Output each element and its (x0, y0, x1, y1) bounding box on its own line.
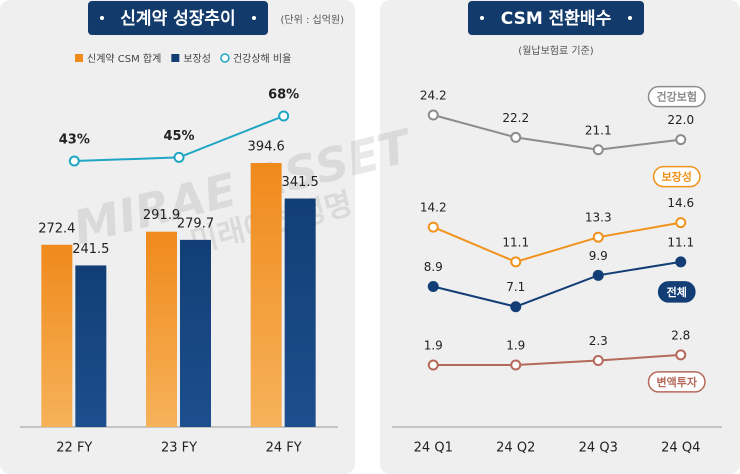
line (432, 221, 681, 263)
point (675, 256, 687, 268)
legend-tag: 보장성 (652, 165, 701, 188)
x-tick-label: 24 Q2 (496, 441, 535, 456)
x-tick-label: 23 FY (161, 441, 197, 456)
data-label: 68% (268, 88, 299, 103)
line (433, 353, 681, 366)
data-label: 291.9 (143, 208, 180, 223)
data-label: 21.1 (585, 123, 612, 137)
bar (146, 231, 177, 427)
legend-marker (171, 54, 180, 62)
point (427, 281, 439, 293)
point (510, 359, 522, 371)
point (592, 355, 604, 367)
chart-title: 신계약 성장추이 (120, 8, 235, 29)
point (510, 301, 522, 313)
point (427, 221, 439, 233)
unit-note: (단위 : 십억원) (280, 13, 344, 26)
point (592, 269, 604, 281)
chart-title: CSM 전환배수 (501, 9, 612, 29)
data-label: 22.0 (667, 113, 694, 127)
point (675, 217, 687, 229)
data-label: 8.9 (424, 260, 443, 274)
point (592, 231, 604, 243)
data-label: 24.2 (420, 89, 447, 103)
data-label: 2.8 (671, 328, 690, 342)
point (68, 155, 80, 167)
bar (75, 265, 107, 427)
legend-tag: 건강보험 (647, 85, 706, 108)
legend-label: 건강보험 (657, 90, 697, 104)
bar (180, 239, 211, 427)
data-label: 341.5 (282, 175, 319, 190)
data-label: 1.9 (424, 339, 443, 353)
legend-label: 보장성 (662, 170, 692, 184)
data-label: 2.3 (589, 334, 608, 348)
legend-box (657, 281, 696, 303)
data-label: 9.9 (589, 249, 608, 263)
legend-box (647, 371, 706, 393)
dot (480, 16, 484, 20)
point (592, 144, 604, 156)
dot (628, 16, 632, 20)
data-label: 279.7 (177, 216, 214, 231)
data-label: 14.2 (420, 201, 447, 215)
data-label: 394.6 (248, 140, 285, 155)
x-tick-label: 24 Q4 (661, 441, 700, 456)
data-label: 241.5 (72, 242, 109, 257)
legend-label: 변액투자 (657, 375, 698, 389)
legend-box (652, 165, 701, 188)
point (510, 256, 522, 268)
x-tick-label: 24 Q1 (414, 441, 453, 456)
title-banner (468, 1, 644, 35)
panel (380, 0, 740, 474)
chart-subtitle: (월납보험료 기준) (518, 45, 593, 57)
data-label: 43% (59, 133, 90, 148)
legend-label: 보장성 (183, 53, 211, 65)
legend-marker (220, 53, 230, 63)
x-tick-label: 24 Q3 (579, 441, 618, 456)
dot (100, 16, 104, 20)
point (278, 110, 290, 122)
x-tick-label: 22 FY (56, 441, 92, 456)
point (427, 109, 439, 121)
legend-label: 전체 (667, 285, 687, 299)
bar (284, 198, 316, 427)
line (433, 260, 681, 308)
legend-tag: 전체 (657, 281, 696, 303)
legend-marker (75, 54, 83, 62)
legend-tag: 변액투자 (647, 371, 706, 393)
point (510, 131, 522, 143)
bar (41, 244, 73, 427)
point (173, 151, 185, 163)
x-tick-label: 24 FY (266, 441, 302, 456)
point (675, 134, 687, 146)
point (427, 359, 439, 371)
data-label: 11.1 (502, 235, 529, 249)
dot (252, 16, 256, 20)
data-label: 22.2 (502, 111, 529, 125)
legend-label: 건강상해 비율 (233, 52, 291, 65)
data-label: 7.1 (506, 280, 525, 294)
bar (250, 163, 282, 427)
title-banner (88, 1, 268, 35)
legend-box (647, 85, 706, 108)
line (432, 114, 681, 151)
legend-label: 신계약 CSM 합계 (87, 53, 161, 65)
data-label: 11.1 (667, 235, 694, 249)
point (675, 349, 687, 361)
data-label: 272.4 (38, 221, 75, 236)
data-label: 13.3 (585, 211, 612, 225)
data-label: 45% (163, 129, 194, 144)
data-label: 14.6 (667, 196, 694, 210)
data-label: 1.9 (506, 339, 525, 353)
